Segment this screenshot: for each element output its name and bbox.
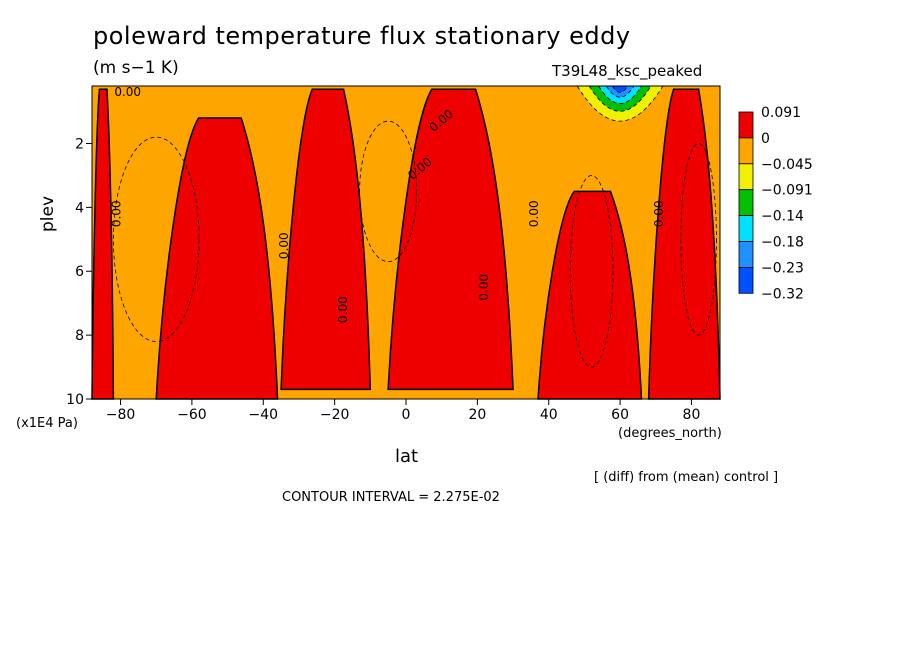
legend-swatch <box>738 111 754 139</box>
x-tick-label: 60 <box>611 407 629 423</box>
legend-swatch <box>738 163 754 191</box>
legend-swatch <box>738 215 754 242</box>
x-axis-unit: (degrees_north) <box>618 426 722 441</box>
positive-region-3 <box>387 88 514 391</box>
y-tick-label: 6 <box>75 264 84 280</box>
units-label: (m s−1 K) <box>93 58 179 78</box>
positive-region-5 <box>647 88 721 400</box>
x-axis-ticks: −80 −60 −40 −20 0 20 40 60 80 <box>106 399 701 423</box>
legend-label: −0.091 <box>761 183 813 199</box>
legend-label: −0.23 <box>761 260 804 276</box>
contour-label: 0.00 <box>114 85 141 99</box>
legend-label: −0.32 <box>761 286 804 302</box>
contour-label: 0.00 <box>336 296 350 323</box>
negative-contours <box>113 120 717 368</box>
y-axis-unit: (x1E4 Pa) <box>16 416 78 431</box>
y-tick-label: 2 <box>75 136 84 152</box>
contour-label: 0.00 <box>527 200 541 227</box>
legend-label: −0.14 <box>761 209 804 225</box>
legend-label: 0 <box>761 131 770 147</box>
diff-note: [ (diff) from (mean) control ] <box>594 470 779 485</box>
legend-swatch <box>738 266 754 294</box>
legend-swatch <box>738 241 754 268</box>
minimum-contour-4 <box>611 85 629 93</box>
contour-label: 0.00 <box>109 200 123 227</box>
contour-label: 0.00 <box>277 232 291 259</box>
minimum-region <box>576 85 664 122</box>
y-tick-label: 4 <box>75 200 84 216</box>
legend-label: −0.18 <box>761 235 804 251</box>
positive-region-4 <box>537 190 643 400</box>
x-tick-label: −20 <box>320 407 350 423</box>
x-tick-label: 80 <box>683 407 701 423</box>
legend-label: −0.045 <box>761 157 813 173</box>
y-tick-label: 10 <box>66 392 84 408</box>
contour-label: 0.00 <box>652 200 666 227</box>
y-axis-ticks: 2 4 6 8 10 <box>66 136 92 408</box>
dashed-contour-1 <box>359 120 418 263</box>
colorbar-legend: 0.091 0 −0.045 −0.091 −0.14 −0.18 −0.23 −0.32 <box>738 105 813 302</box>
x-tick-label: −40 <box>248 407 278 423</box>
chart-title: poleward temperature flux stationary edd… <box>93 22 631 50</box>
x-tick-label: −80 <box>106 407 136 423</box>
x-tick-label: 40 <box>540 407 558 423</box>
legend-swatch <box>738 189 754 216</box>
dashed-contour-0 <box>113 136 200 342</box>
legend-label: 0.091 <box>761 105 801 121</box>
case-label: T39L48_ksc_peaked <box>552 62 703 80</box>
filled-contours <box>91 86 721 400</box>
positive-region-1 <box>155 117 279 400</box>
positive-region-2 <box>280 88 372 391</box>
contour-label: 0.00 <box>477 274 491 301</box>
dashed-contour-3 <box>680 143 717 336</box>
contour-interval: CONTOUR INTERVAL = 2.275E-02 <box>282 490 500 505</box>
x-tick-label: 0 <box>402 407 411 423</box>
y-tick-label: 8 <box>75 328 84 344</box>
positive-region-0 <box>91 88 115 400</box>
x-tick-label: −60 <box>177 407 207 423</box>
x-axis-label: lat <box>395 446 419 467</box>
legend-swatch <box>738 137 754 165</box>
x-tick-label: 20 <box>468 407 486 423</box>
dashed-contour-2 <box>569 175 614 368</box>
